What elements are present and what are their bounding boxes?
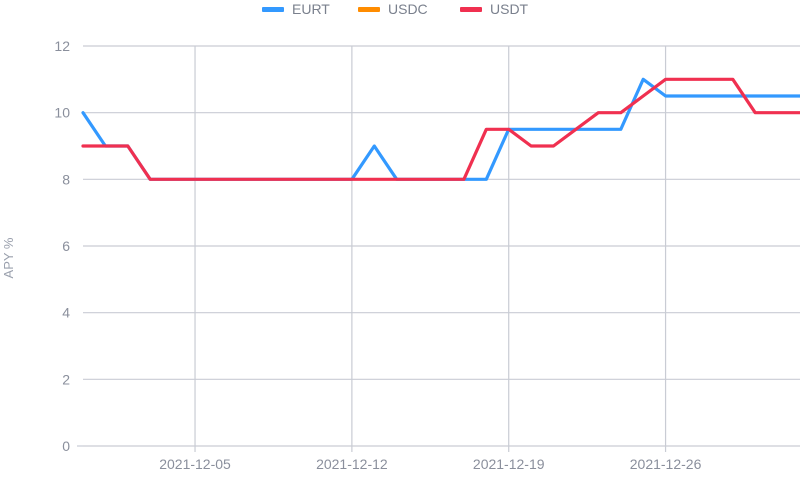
y-tick-label: 4	[62, 305, 70, 321]
legend-swatch-usdc	[358, 7, 380, 12]
grid-lines	[77, 45, 800, 452]
series-lines	[81, 77, 800, 181]
y-tick-label: 12	[54, 38, 70, 54]
y-tick-label: 2	[62, 371, 70, 387]
x-axis-ticks: 2021-12-05 2021-12-12 2021-12-19 2021-12-26	[159, 456, 701, 472]
y-tick-label: 10	[54, 105, 70, 121]
x-tick-label: 2021-12-19	[473, 456, 545, 472]
legend-swatch-usdt	[460, 7, 482, 12]
series-line-eurt	[81, 77, 800, 181]
y-tick-label: 0	[62, 438, 70, 454]
legend-swatch-eurt	[262, 7, 284, 12]
y-axis-ticks: 0 2 4 6 8 10 12	[54, 38, 70, 454]
y-tick-label: 8	[62, 171, 70, 187]
y-tick-label: 6	[62, 238, 70, 254]
legend: EURT USDC USDT	[262, 1, 529, 17]
legend-label-usdc: USDC	[388, 1, 428, 17]
x-tick-label: 2021-12-26	[630, 456, 702, 472]
x-tick-label: 2021-12-05	[159, 456, 231, 472]
legend-label-usdt: USDT	[490, 1, 529, 17]
y-axis-label: APY %	[1, 237, 16, 278]
legend-label-eurt: EURT	[292, 1, 330, 17]
series-line-usdt	[81, 77, 800, 181]
x-tick-label: 2021-12-12	[316, 456, 388, 472]
